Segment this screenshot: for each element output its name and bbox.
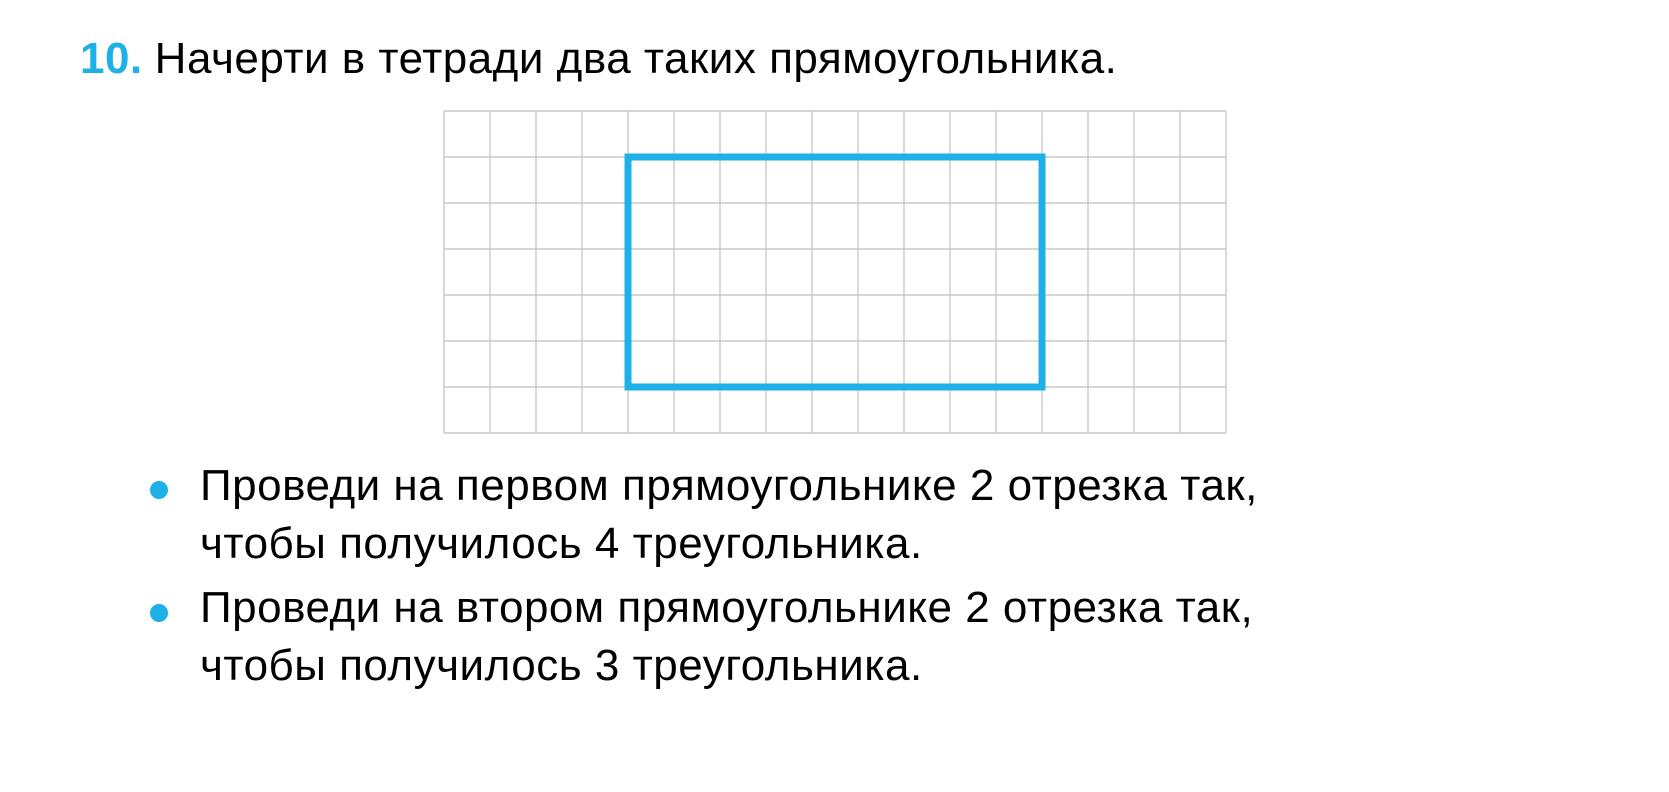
bullet-icon — [150, 481, 168, 499]
subtask-list: Проведи на первом прямоугольнике 2 отрез… — [150, 457, 1589, 695]
grid-rectangle-figure — [442, 109, 1228, 435]
task-title: Начерти в тетради два таких прямоугольни… — [155, 34, 1118, 83]
exercise-page: 10.Начерти в тетради два таких прямоугол… — [0, 0, 1669, 792]
figure-container — [80, 109, 1589, 435]
subtask-2-line1: Проведи на втором прямоугольнике 2 отрез… — [200, 583, 1253, 632]
task-heading: 10.Начерти в тетради два таких прямоугол… — [80, 30, 1589, 87]
subtask-1-line2: чтобы получилось 4 треугольника. — [200, 515, 1589, 573]
subtask-1: Проведи на первом прямоугольнике 2 отрез… — [150, 457, 1589, 573]
subtask-2-line2: чтобы получилось 3 треугольника. — [200, 637, 1589, 695]
subtask-1-line1: Проведи на первом прямоугольнике 2 отрез… — [200, 461, 1258, 510]
task-number: 10. — [80, 34, 143, 83]
subtask-2: Проведи на втором прямоугольнике 2 отрез… — [150, 579, 1589, 695]
bullet-icon — [150, 604, 168, 622]
